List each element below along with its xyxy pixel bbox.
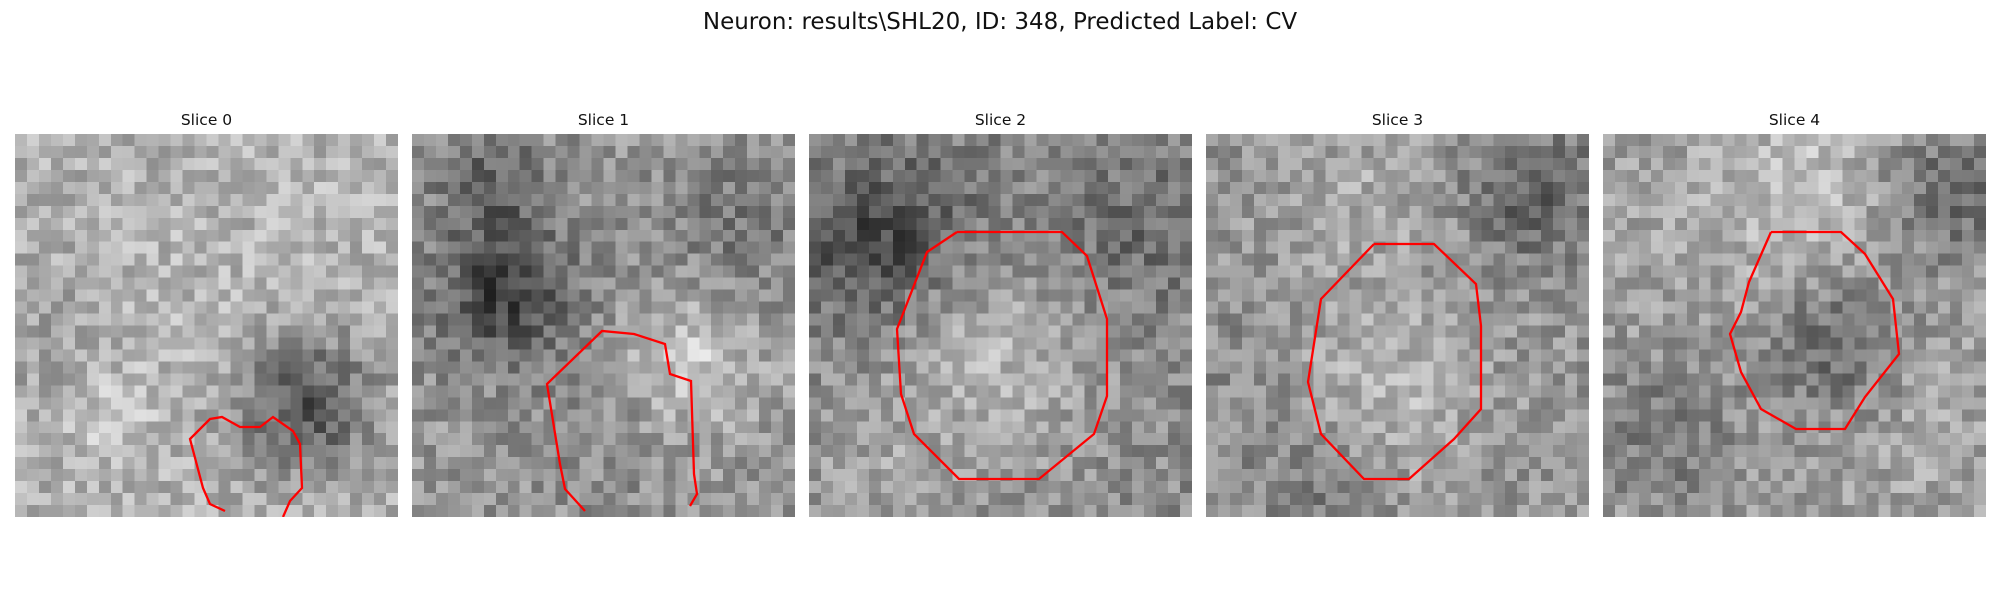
slice-2-pixels bbox=[809, 134, 1192, 517]
slice-1-title: Slice 1 bbox=[577, 111, 630, 129]
slice-3-contour bbox=[1306, 242, 1483, 481]
slice-1-panel bbox=[412, 134, 795, 517]
slice-2-title: Slice 2 bbox=[974, 111, 1027, 129]
slice-0-panel bbox=[15, 134, 398, 517]
slice-2-image bbox=[809, 134, 1192, 517]
slice-0-image bbox=[15, 134, 398, 517]
slice-4-title: Slice 4 bbox=[1768, 111, 1821, 129]
slice-0-title: Slice 0 bbox=[180, 111, 233, 129]
slice-1-contour bbox=[545, 329, 699, 512]
figure-title: Neuron: results\SHL20, ID: 348, Predicte… bbox=[702, 9, 1298, 35]
slice-0-contour bbox=[188, 415, 304, 517]
slice-3-panel bbox=[1206, 134, 1589, 517]
slice-3-pixels bbox=[1206, 134, 1589, 517]
slice-3-image bbox=[1206, 134, 1589, 517]
slice-4-panel bbox=[1603, 134, 1986, 517]
slice-2-contour bbox=[895, 230, 1109, 481]
slice-3-title: Slice 3 bbox=[1371, 111, 1424, 129]
slice-0-pixels bbox=[15, 134, 398, 517]
slice-4-image bbox=[1603, 134, 1986, 517]
slice-2-panel bbox=[809, 134, 1192, 517]
slice-4-contour bbox=[1728, 230, 1901, 431]
slice-1-image bbox=[412, 134, 795, 517]
slice-1-pixels bbox=[412, 134, 795, 517]
slice-4-pixels bbox=[1603, 134, 1986, 517]
